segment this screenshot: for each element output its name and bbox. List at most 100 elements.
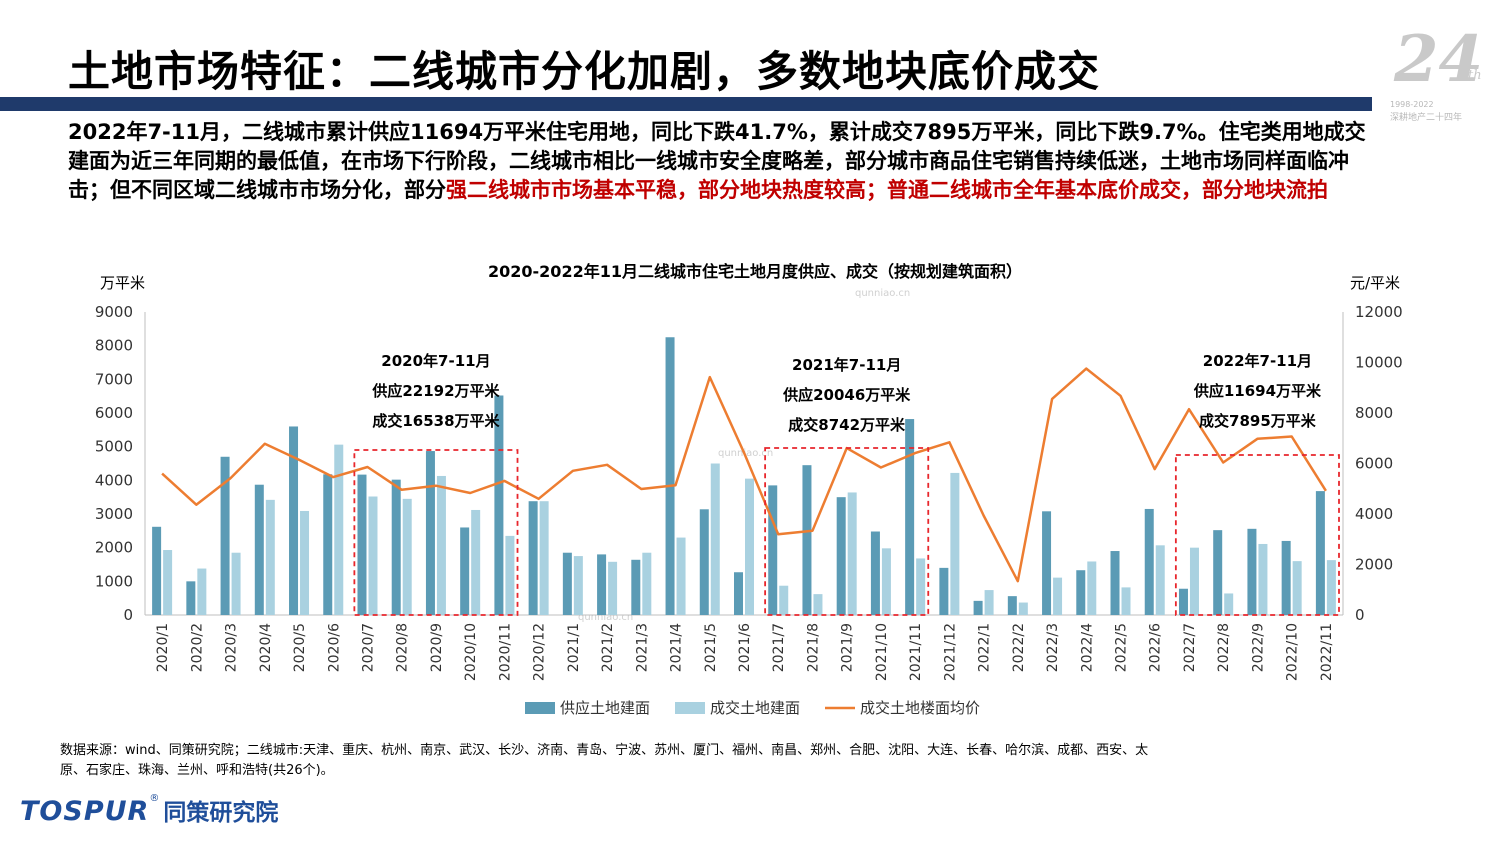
bar-deal — [265, 499, 275, 615]
legend-swatch-deal — [675, 702, 705, 714]
bar-supply — [391, 479, 401, 615]
x-tick-label: 2020/9 — [429, 623, 445, 672]
x-tick-label: 2022/6 — [1148, 623, 1164, 672]
bar-supply — [1007, 596, 1017, 615]
company-logo: TOSPUR®同策研究院 — [20, 793, 278, 827]
bar-deal — [676, 537, 686, 615]
legend-label-price: 成交土地楼面均价 — [860, 699, 980, 717]
bar-supply — [460, 527, 470, 615]
annotation-box — [353, 449, 519, 616]
anniversary-years: 1998-2022 — [1390, 100, 1434, 109]
x-tick-label: 2020/11 — [497, 623, 513, 681]
bar-deal — [1087, 561, 1097, 615]
bar-deal — [847, 492, 857, 615]
x-tick-label: 2020/4 — [258, 623, 274, 672]
left-tick-label: 5000 — [95, 438, 133, 456]
bar-supply — [905, 419, 915, 615]
bar-supply — [734, 572, 743, 615]
bar-supply — [220, 456, 230, 615]
bar-supply — [665, 337, 675, 615]
x-tick-label: 2022/10 — [1285, 623, 1301, 681]
x-tick-label: 2021/3 — [634, 623, 650, 672]
anniversary-subtitle: 深耕地产二十四年 — [1390, 113, 1463, 123]
left-tick-label: 3000 — [95, 505, 133, 523]
legend-swatch-supply — [525, 702, 555, 714]
chart-title: 2020-2022年11月二线城市住宅土地月度供应、成交（按规划建筑面积） — [488, 262, 1022, 281]
left-tick-label: 0 — [123, 606, 133, 624]
annotation-supply: 供应22192万平米 — [371, 382, 500, 400]
x-tick-label: 2020/3 — [224, 623, 240, 672]
x-tick-label: 2022/8 — [1216, 623, 1232, 672]
page-title: 土地市场特征：二线城市分化加剧，多数地块底价成交 — [68, 47, 1101, 96]
bar-supply — [323, 474, 333, 615]
bar-deal — [1189, 547, 1199, 615]
annotation-box — [1174, 454, 1340, 616]
annotation-deal: 成交16538万平米 — [372, 412, 500, 430]
annotation-deal: 成交7895万平米 — [1199, 412, 1317, 430]
annotation-period: 2021年7-11月 — [792, 356, 901, 374]
x-tick-label: 2022/7 — [1182, 623, 1198, 672]
bar-supply — [597, 554, 607, 615]
x-tick-label: 2021/7 — [771, 623, 787, 672]
right-tick-label: 8000 — [1355, 404, 1393, 422]
x-tick-label: 2021/5 — [703, 623, 719, 672]
right-tick-label: 12000 — [1355, 303, 1403, 321]
x-tick-label: 2022/9 — [1250, 623, 1266, 672]
bar-supply — [1110, 551, 1120, 615]
title-underline-bar — [0, 97, 1372, 111]
bar-supply — [870, 531, 880, 615]
x-tick-label: 2021/4 — [669, 623, 685, 672]
bar-supply — [1144, 508, 1154, 615]
bar-deal — [573, 556, 583, 615]
right-tick-label: 0 — [1355, 606, 1365, 624]
bar-deal — [334, 444, 344, 615]
anniversary-suffix: th — [1468, 68, 1482, 83]
right-tick-label: 6000 — [1355, 455, 1393, 473]
bar-supply — [836, 497, 846, 615]
bar-deal — [368, 496, 378, 615]
bar-supply — [494, 395, 504, 615]
bar-deal — [1018, 602, 1028, 615]
left-tick-label: 6000 — [95, 404, 133, 422]
bar-deal — [1121, 587, 1131, 615]
x-tick-label: 2020/5 — [292, 623, 308, 672]
bar-supply — [254, 484, 264, 615]
x-tick-label: 2022/4 — [1079, 623, 1095, 672]
bar-deal — [1155, 545, 1165, 615]
left-tick-label: 8000 — [95, 337, 133, 355]
x-tick-label: 2021/12 — [942, 623, 958, 681]
bar-deal — [163, 550, 173, 615]
bar-supply — [768, 485, 778, 615]
bar-deal — [1326, 560, 1336, 615]
series-line-price — [161, 367, 1327, 583]
watermark-text: qunniao.cn — [578, 612, 634, 623]
x-tick-label: 2020/7 — [360, 623, 376, 672]
logo-registered-mark: ® — [149, 793, 160, 804]
bar-supply — [1247, 528, 1257, 615]
bar-deal — [1224, 593, 1234, 615]
bar-supply — [631, 559, 641, 615]
logo-chinese: 同策研究院 — [163, 800, 279, 826]
x-tick-label: 2022/1 — [977, 623, 993, 672]
summary-paragraph: 2022年7-11月，二线城市累计供应11694万平米住宅用地，同比下跌41.7… — [68, 118, 1368, 205]
annotation-period: 2022年7-11月 — [1203, 352, 1312, 370]
bar-supply — [939, 567, 949, 615]
x-tick-label: 2020/12 — [532, 623, 548, 681]
bar-supply — [562, 552, 572, 615]
bar-supply — [1213, 530, 1223, 615]
bar-deal — [642, 552, 652, 615]
left-tick-label: 2000 — [95, 539, 133, 557]
left-tick-label: 1000 — [95, 572, 133, 590]
right-tick-label: 4000 — [1355, 505, 1393, 523]
bar-deal — [402, 498, 412, 615]
summary-highlight: 强二线城市市场基本平稳，部分地块热度较高；普通二线城市全年基本底价成交，部分地块… — [446, 178, 1328, 202]
x-tick-label: 2020/6 — [326, 623, 342, 672]
x-tick-label: 2021/2 — [600, 623, 616, 672]
bar-supply — [1076, 570, 1086, 615]
bar-deal — [984, 590, 994, 615]
x-tick-label: 2021/1 — [566, 623, 582, 672]
left-tick-label: 7000 — [95, 370, 133, 388]
bar-deal — [539, 501, 549, 615]
left-axis-unit: 万平米 — [100, 274, 145, 292]
summary-text: 2022年7-11月，二线城市累计供应11694万平米住宅用地，同比下跌41.7… — [68, 120, 1366, 202]
